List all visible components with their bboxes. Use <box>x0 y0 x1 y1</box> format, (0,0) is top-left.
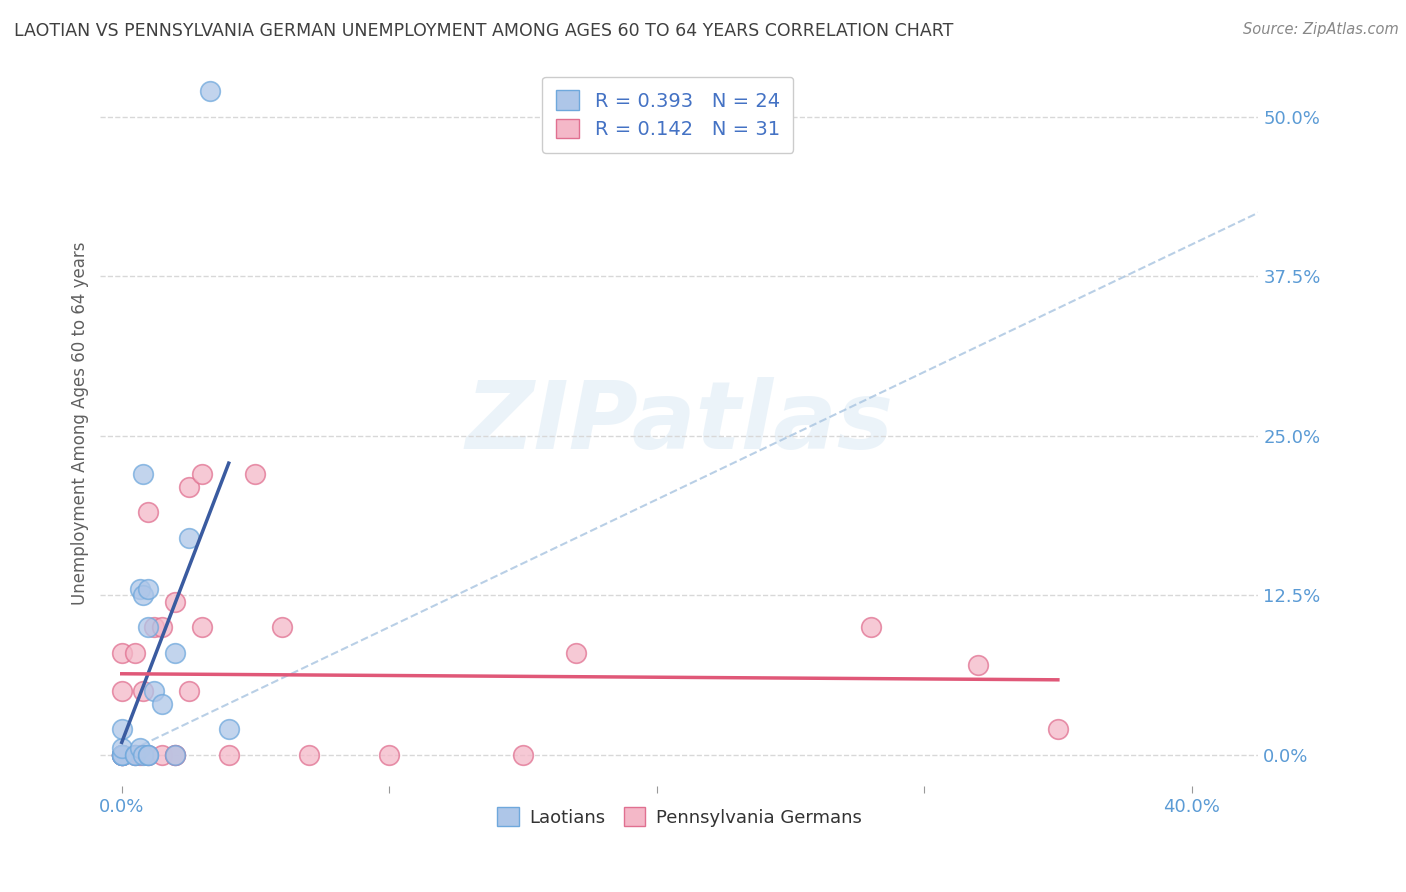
Point <box>124 646 146 660</box>
Point <box>111 741 134 756</box>
Point <box>138 505 160 519</box>
Point <box>150 747 173 762</box>
Y-axis label: Unemployment Among Ages 60 to 64 years: Unemployment Among Ages 60 to 64 years <box>72 242 89 605</box>
Point <box>111 747 134 762</box>
Point <box>271 620 294 634</box>
Text: Source: ZipAtlas.com: Source: ZipAtlas.com <box>1243 22 1399 37</box>
Point <box>111 747 134 762</box>
Point <box>142 620 165 634</box>
Point <box>138 620 160 634</box>
Point <box>129 747 152 762</box>
Point <box>129 741 152 756</box>
Point <box>565 646 588 660</box>
Point <box>177 531 200 545</box>
Point <box>177 683 200 698</box>
Point <box>198 85 221 99</box>
Point <box>142 683 165 698</box>
Point <box>111 747 134 762</box>
Point <box>165 747 187 762</box>
Point <box>512 747 534 762</box>
Point <box>111 747 134 762</box>
Point <box>177 480 200 494</box>
Point <box>111 646 134 660</box>
Point <box>150 620 173 634</box>
Point <box>298 747 321 762</box>
Point <box>245 467 267 481</box>
Point <box>191 620 214 634</box>
Point <box>129 582 152 596</box>
Point <box>132 588 155 602</box>
Text: LAOTIAN VS PENNSYLVANIA GERMAN UNEMPLOYMENT AMONG AGES 60 TO 64 YEARS CORRELATIO: LAOTIAN VS PENNSYLVANIA GERMAN UNEMPLOYM… <box>14 22 953 40</box>
Point <box>378 747 401 762</box>
Point <box>165 646 187 660</box>
Point <box>132 747 155 762</box>
Point <box>1046 722 1069 736</box>
Point <box>218 747 240 762</box>
Point <box>124 747 146 762</box>
Point <box>132 467 155 481</box>
Point <box>138 747 160 762</box>
Point <box>218 722 240 736</box>
Point <box>191 467 214 481</box>
Point <box>165 747 187 762</box>
Point <box>165 747 187 762</box>
Point <box>132 683 155 698</box>
Point <box>111 683 134 698</box>
Point <box>111 747 134 762</box>
Point <box>966 658 988 673</box>
Point <box>124 747 146 762</box>
Legend: Laotians, Pennsylvania Germans: Laotians, Pennsylvania Germans <box>488 798 870 836</box>
Point <box>165 594 187 608</box>
Point <box>138 747 160 762</box>
Point <box>111 747 134 762</box>
Text: ZIPatlas: ZIPatlas <box>465 377 893 469</box>
Point <box>111 722 134 736</box>
Point <box>138 582 160 596</box>
Point <box>138 747 160 762</box>
Point <box>124 747 146 762</box>
Point <box>150 697 173 711</box>
Point <box>859 620 882 634</box>
Point <box>111 747 134 762</box>
